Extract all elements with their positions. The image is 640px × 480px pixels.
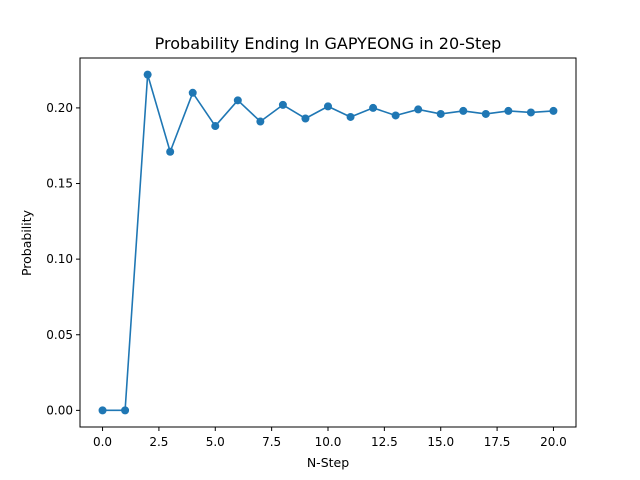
y-tick-label: 0.20 xyxy=(46,101,73,115)
x-tick-label: 5.0 xyxy=(206,435,225,449)
y-tick-label: 0.10 xyxy=(46,252,73,266)
data-point xyxy=(98,406,107,415)
data-point xyxy=(526,108,535,117)
data-point xyxy=(346,112,355,121)
y-tick-label: 0.05 xyxy=(46,328,73,342)
y-axis-label: Probability xyxy=(19,209,34,276)
x-tick-label: 2.5 xyxy=(149,435,168,449)
data-point xyxy=(504,106,513,115)
chart-title: Probability Ending In GAPYEONG in 20-Ste… xyxy=(155,34,502,53)
y-tick-label: 0.15 xyxy=(46,177,73,191)
data-point xyxy=(143,70,152,79)
x-tick-label: 7.5 xyxy=(262,435,281,449)
x-tick-label: 10.0 xyxy=(315,435,342,449)
data-point xyxy=(414,105,423,114)
x-tick-label: 20.0 xyxy=(540,435,567,449)
data-point xyxy=(391,111,400,120)
data-point xyxy=(166,147,175,156)
data-point xyxy=(324,102,332,111)
data-point xyxy=(278,100,287,109)
data-point xyxy=(256,117,265,126)
x-tick-label: 15.0 xyxy=(427,435,454,449)
x-tick-label: 17.5 xyxy=(484,435,511,449)
x-axis-label: N-Step xyxy=(307,455,349,470)
data-point xyxy=(301,114,310,123)
data-point xyxy=(436,109,445,118)
data-point xyxy=(549,106,558,115)
data-point xyxy=(459,106,468,115)
data-point xyxy=(121,406,130,415)
data-point xyxy=(481,109,490,118)
data-point xyxy=(211,122,220,131)
data-point xyxy=(233,96,242,105)
x-tick-label: 0.0 xyxy=(93,435,112,449)
data-point xyxy=(188,88,197,97)
y-tick-label: 0.00 xyxy=(46,403,73,417)
x-tick-label: 12.5 xyxy=(371,435,398,449)
data-point xyxy=(369,103,378,112)
